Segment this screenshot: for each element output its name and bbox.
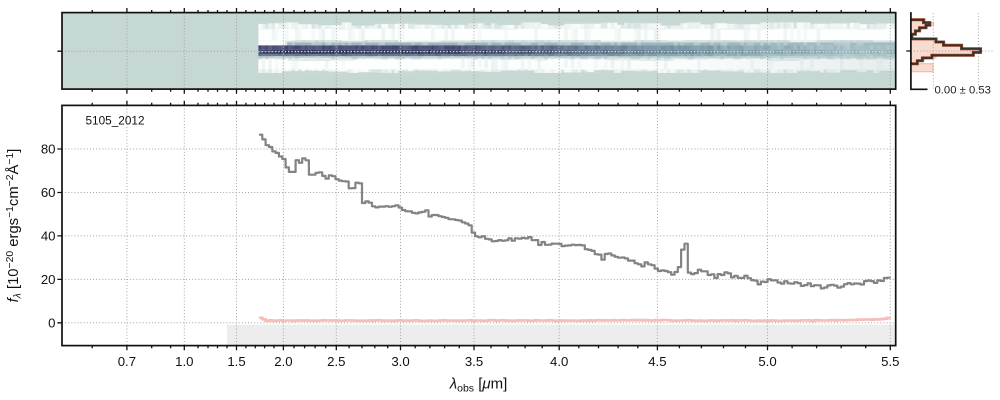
svg-text:4.0: 4.0 — [550, 354, 568, 369]
svg-text:2.5: 2.5 — [327, 354, 345, 369]
svg-text:λobs [μm]: λobs [μm] — [449, 376, 508, 395]
svg-text:5.0: 5.0 — [758, 354, 776, 369]
svg-text:60: 60 — [41, 185, 56, 200]
svg-text:80: 80 — [41, 142, 56, 157]
svg-text:1.5: 1.5 — [227, 354, 245, 369]
svg-text:fλ [10−20 ergs−1cm−2Å−1]: fλ [10−20 ergs−1cm−2Å−1] — [5, 149, 24, 303]
svg-text:0: 0 — [48, 315, 55, 330]
svg-text:2.0: 2.0 — [274, 354, 292, 369]
svg-text:0.00 ± 0.53: 0.00 ± 0.53 — [935, 85, 991, 97]
svg-text:3.0: 3.0 — [391, 354, 409, 369]
svg-text:5.5: 5.5 — [881, 354, 899, 369]
svg-text:20: 20 — [41, 272, 56, 287]
svg-text:5105_2012: 5105_2012 — [86, 113, 145, 127]
svg-text:3.5: 3.5 — [465, 354, 483, 369]
svg-text:1.0: 1.0 — [175, 354, 193, 369]
svg-text:40: 40 — [41, 229, 56, 244]
svg-text:4.5: 4.5 — [648, 354, 666, 369]
svg-text:0.7: 0.7 — [118, 354, 136, 369]
